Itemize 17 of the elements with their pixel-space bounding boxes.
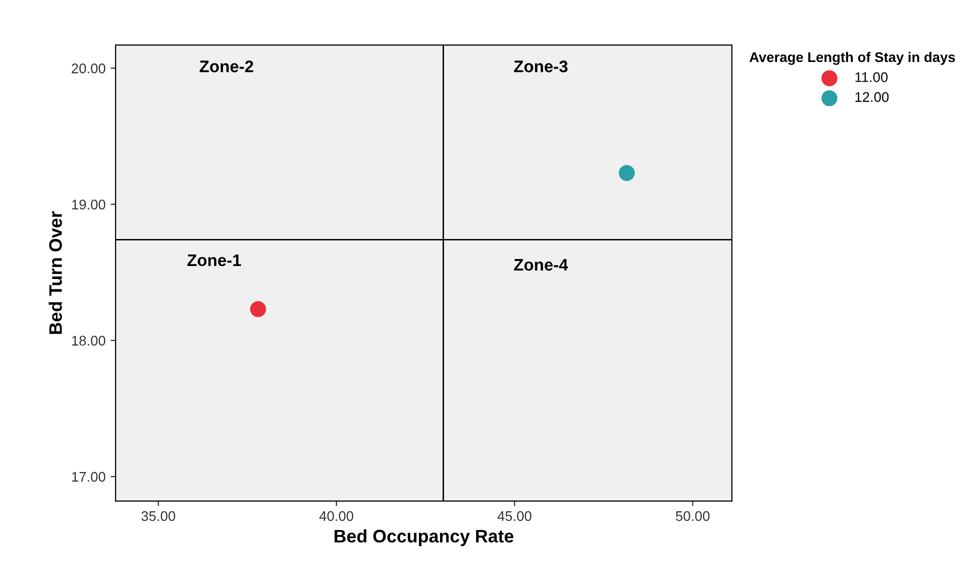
annotation: Zone-3	[514, 60, 568, 72]
y-tick-label: 20.00	[72, 64, 106, 74]
x-tick-label: 50.00	[676, 511, 710, 521]
annotation: Zone-2	[200, 60, 254, 72]
legend-label: 12.00	[855, 92, 889, 102]
y-tick-label: 19.00	[72, 200, 106, 210]
x-axis-title: Bed Occupancy Rate	[334, 529, 514, 546]
y-tick-label: 17.00	[72, 472, 106, 482]
x-tick-label: 35.00	[141, 511, 176, 521]
y-axis-title: Bed Turn Over	[48, 211, 62, 334]
annotation: Zone-1	[187, 254, 242, 266]
legend-title: Average Length of Stay in days	[750, 52, 955, 65]
legend-label: 11.00	[855, 72, 888, 82]
y-tick-label: 18.00	[72, 336, 106, 346]
annotation: Zone-4	[514, 259, 568, 271]
x-tick-label: 45.00	[498, 511, 532, 521]
x-tick-label: 40.00	[319, 511, 354, 521]
